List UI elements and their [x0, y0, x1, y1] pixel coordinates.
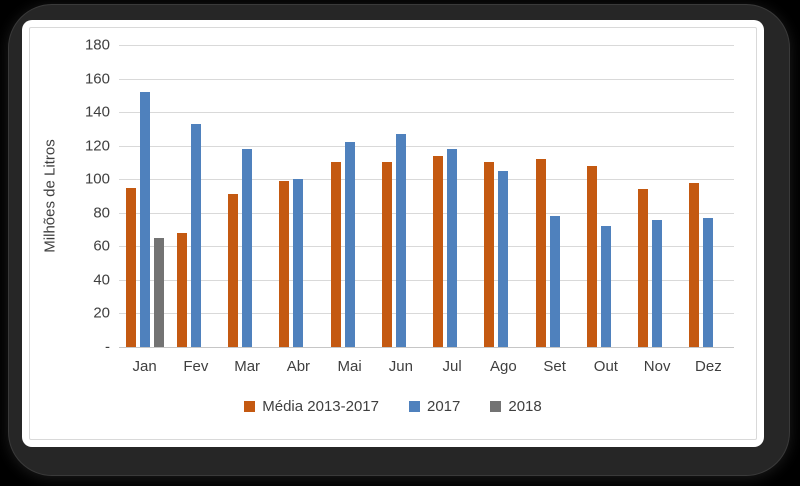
chart-panel: Milhões de Litros -20 40 60 80 100 120 140 160 1…: [22, 20, 764, 447]
y-tick-label: 140: [84, 103, 110, 121]
bar-2017-set: [549, 216, 560, 347]
bar-2017-jun: [395, 133, 406, 347]
gridline-160: [119, 78, 734, 80]
bar-m-dia-2013-2017-nov: [638, 189, 649, 347]
x-label-ago: Ago: [490, 358, 517, 375]
bar-m-dia-2013-2017-jun: [381, 162, 392, 347]
x-label-jan: Jan: [132, 358, 157, 375]
gridline-80: [119, 212, 734, 214]
bar-group-dez: [683, 45, 734, 347]
x-label-jul: Jul: [442, 358, 462, 375]
bar-2017-fev: [190, 123, 201, 347]
bar-2017-abr: [293, 179, 304, 347]
bar-m-dia-2013-2017-set: [535, 159, 546, 347]
bar-group-jul: [427, 45, 478, 347]
y-axis: - 20 40 60 80 100 120 140 160 180: [22, 37, 110, 356]
bar-m-dia-2013-2017-out: [586, 165, 597, 347]
x-label-dez: Dez: [695, 358, 722, 375]
legend-swatch-icon: [490, 401, 502, 412]
y-tick-label: 20: [93, 304, 110, 322]
plot-area: [119, 45, 734, 348]
bar-2017-mai: [344, 142, 355, 347]
gridline-20: [119, 313, 734, 315]
bar-group-set: [529, 45, 580, 347]
bar-m-dia-2013-2017-ago: [484, 162, 495, 347]
legend-item-2018: 2018: [490, 398, 542, 415]
x-label-set: Set: [543, 358, 566, 375]
bar-group-ago: [478, 45, 529, 347]
gridline-40: [119, 279, 734, 281]
x-label-nov: Nov: [643, 358, 671, 375]
legend-label: 2018: [508, 398, 542, 415]
bar-group-abr: [273, 45, 324, 347]
x-label-out: Out: [593, 358, 618, 375]
bar-2017-out: [600, 226, 611, 347]
legend-label: Média 2013-2017: [262, 398, 379, 415]
x-label-fev: Fev: [183, 358, 209, 375]
legend-label: 2017: [427, 398, 461, 415]
y-tick-label: 160: [84, 70, 110, 88]
y-tick-label: 180: [84, 36, 110, 54]
bar-m-dia-2013-2017-mar: [228, 194, 239, 347]
x-axis: Jan Fev Mar Abr Mai Jun Jul Ago Set Out Nov Dez: [119, 358, 734, 375]
gridline-100: [119, 179, 734, 181]
bar-m-dia-2013-2017-jul: [433, 155, 444, 347]
bar-group-mar: [222, 45, 273, 347]
x-label-mai: Mai: [337, 358, 362, 375]
bar-2018-jan: [153, 237, 164, 347]
legend-item-m-dia-2013-2017: Média 2013-2017: [244, 398, 379, 415]
bar-2017-dez: [703, 217, 714, 347]
bar-group-jan: [119, 45, 170, 347]
gridline-60: [119, 246, 734, 248]
bar-m-dia-2013-2017-fev: [176, 232, 187, 347]
bar-group-out: [580, 45, 631, 347]
bar-group-jun: [375, 45, 426, 347]
bar-group-mai: [324, 45, 375, 347]
x-label-jun: Jun: [388, 358, 413, 375]
bar-group-fev: [170, 45, 221, 347]
x-label-abr: Abr: [286, 358, 311, 375]
bar-2017-jul: [447, 149, 458, 347]
bar-group-nov: [632, 45, 683, 347]
bar-groups: [119, 45, 734, 347]
bar-2017-mar: [242, 149, 253, 347]
x-axis-line: [119, 347, 734, 348]
y-tick-label: 40: [93, 271, 110, 289]
bar-2017-jan: [139, 91, 150, 347]
bar-m-dia-2013-2017-abr: [279, 180, 290, 347]
gridline-120: [119, 145, 734, 147]
gridline-140: [119, 112, 734, 114]
bar-m-dia-2013-2017-mai: [330, 162, 341, 347]
y-tick-label: -: [105, 338, 110, 356]
x-label-mar: Mar: [234, 358, 261, 375]
legend-swatch-icon: [244, 401, 256, 412]
legend-swatch-icon: [409, 401, 420, 412]
bar-m-dia-2013-2017-jan: [125, 187, 136, 347]
y-tick-label: 120: [84, 137, 110, 155]
y-tick-label: 80: [93, 204, 110, 222]
chart-window-frame: Milhões de Litros -20 40 60 80 100 120 140 160 1…: [8, 4, 790, 476]
bar-2017-nov: [652, 219, 663, 347]
bar-m-dia-2013-2017-dez: [689, 182, 700, 347]
legend-item-2017: 2017: [409, 398, 460, 415]
gridline-180: [119, 45, 734, 46]
y-tick-label: 60: [93, 237, 110, 255]
legend: Média 2013-2017 2017 2018: [22, 398, 764, 415]
y-tick-label: 100: [84, 170, 110, 188]
bar-2017-ago: [498, 170, 509, 347]
